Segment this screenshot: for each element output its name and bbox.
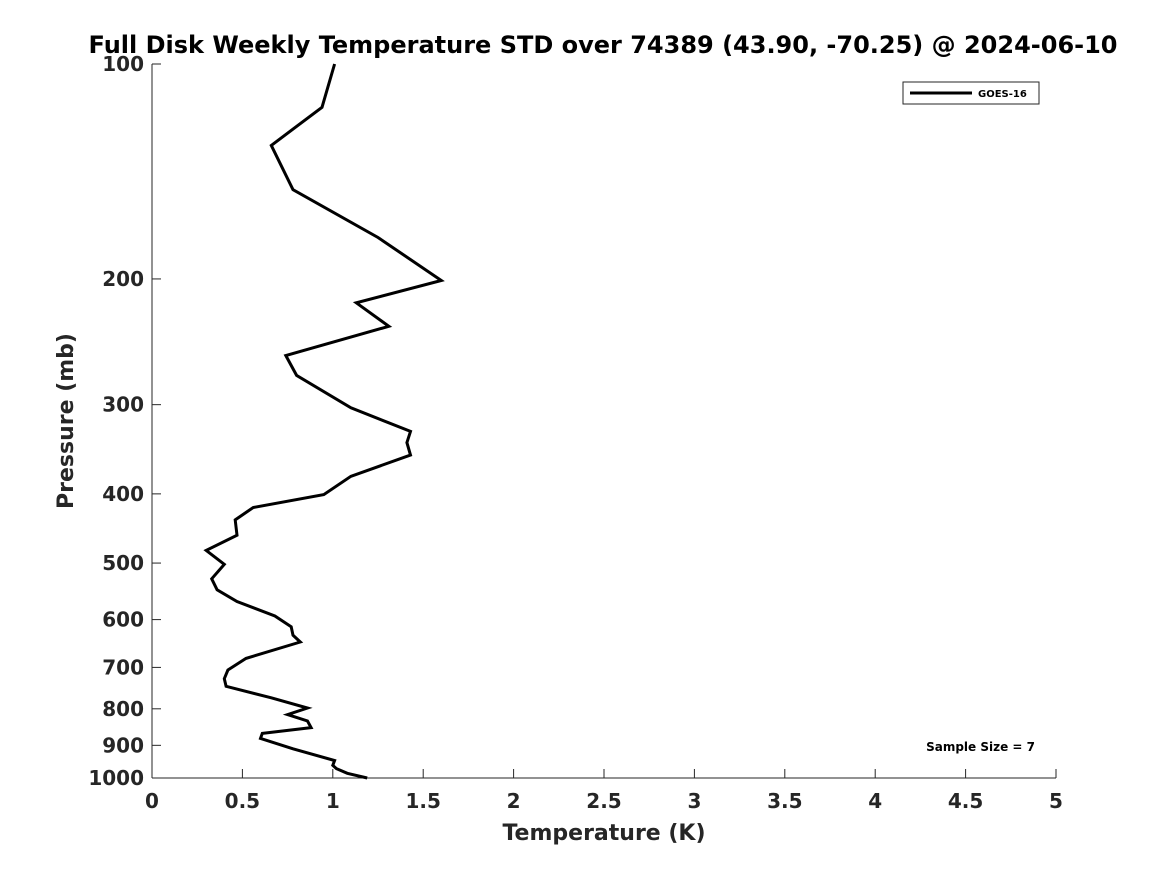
series-line-goes-16 bbox=[203, 63, 445, 780]
x-tick-label: 4.5 bbox=[948, 789, 983, 813]
legend-label-goes-16: GOES-16 bbox=[978, 89, 1027, 100]
x-tick-label: 3.5 bbox=[767, 789, 802, 813]
series-group bbox=[203, 63, 445, 780]
y-tick-label: 100 bbox=[102, 52, 144, 76]
chart-title: Full Disk Weekly Temperature STD over 74… bbox=[89, 31, 1118, 59]
y-tick-label: 800 bbox=[102, 697, 144, 721]
x-tick-label: 3 bbox=[687, 789, 701, 813]
plot-axes bbox=[151, 64, 1056, 779]
y-tick-label: 700 bbox=[102, 655, 144, 679]
x-tick-label: 0 bbox=[145, 789, 159, 813]
x-axis-label: Temperature (K) bbox=[502, 821, 705, 846]
y-axis-ticks: 100 200 300 400 500 600 700 800 900 1000 bbox=[88, 52, 161, 790]
y-tick-label: 900 bbox=[102, 733, 144, 757]
y-tick-label: 500 bbox=[102, 551, 144, 575]
x-tick-label: 4 bbox=[868, 789, 882, 813]
x-tick-label: 1.5 bbox=[405, 789, 440, 813]
y-tick-label: 400 bbox=[102, 482, 144, 506]
x-tick-label: 2 bbox=[507, 789, 521, 813]
y-tick-label: 1000 bbox=[88, 766, 144, 790]
y-tick-label: 200 bbox=[102, 267, 144, 291]
sample-size-annotation: Sample Size = 7 bbox=[926, 740, 1035, 754]
x-tick-label: 5 bbox=[1049, 789, 1063, 813]
y-tick-label: 300 bbox=[102, 393, 144, 417]
x-tick-label: 1 bbox=[326, 789, 340, 813]
legend: GOES-16 bbox=[902, 81, 1040, 105]
y-axis-label: Pressure (mb) bbox=[54, 333, 79, 509]
plot-area bbox=[152, 64, 1056, 778]
y-tick-label: 600 bbox=[102, 608, 144, 632]
x-axis-ticks: 0 0.5 1 1.5 2 2.5 3 3.5 4 4.5 5 bbox=[145, 769, 1063, 813]
x-tick-label: 2.5 bbox=[586, 789, 621, 813]
x-tick-label: 0.5 bbox=[225, 789, 260, 813]
